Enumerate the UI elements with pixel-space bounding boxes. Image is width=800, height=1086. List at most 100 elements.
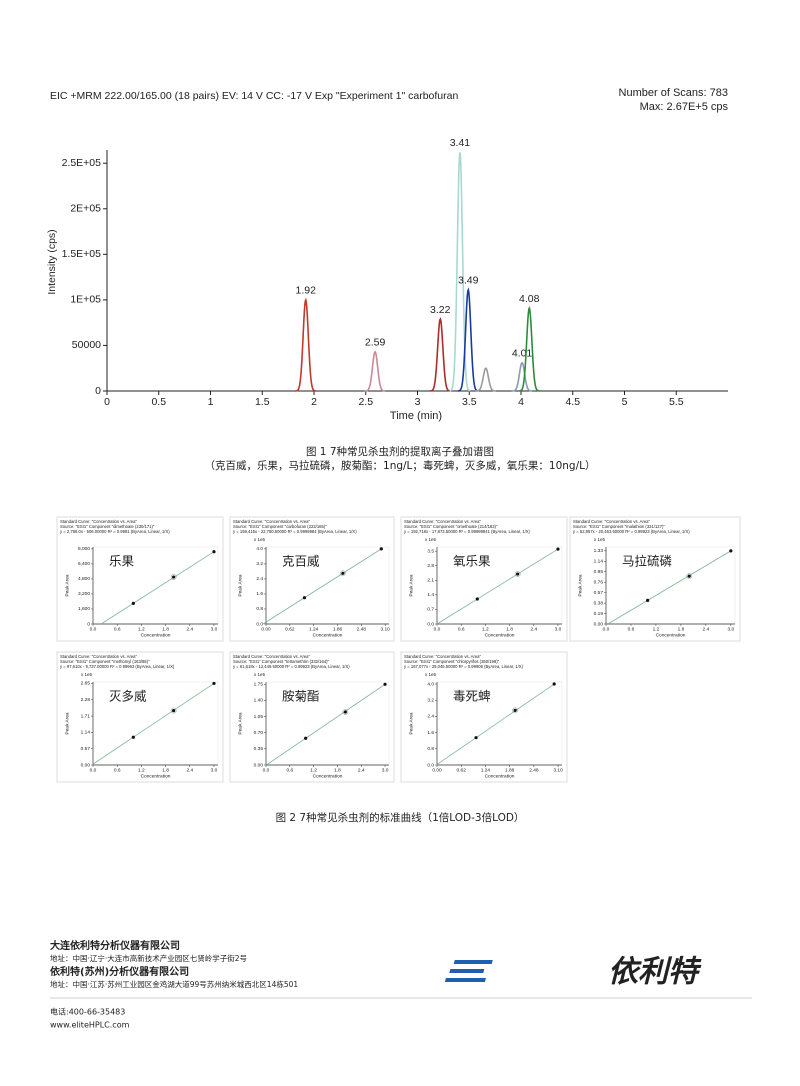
y-tick-label: 0.57 <box>594 590 604 596</box>
x-tick-label: 0.5 <box>151 396 166 408</box>
x-axis-label: Concentration <box>313 632 343 638</box>
x-tick-label: 2.5 <box>358 396 373 408</box>
y-tick-label: 2E+05 <box>70 203 101 215</box>
peak <box>364 350 386 392</box>
data-point <box>687 574 691 578</box>
logo-text: 依利特 <box>608 955 702 990</box>
y-tick-label: 0.70 <box>254 730 264 736</box>
x-axis-label: Concentration <box>485 773 515 779</box>
x-tick-label: 1.2 <box>653 626 660 632</box>
scale-label: x 1e5 <box>254 537 266 542</box>
panel-frame <box>400 516 568 642</box>
phone: 电话:400-66-35483 <box>50 1007 125 1017</box>
y-tick-label: 0.8 <box>256 606 263 612</box>
x-tick-label: 2.4 <box>703 626 710 632</box>
data-point <box>172 709 176 713</box>
panel-header: y = 167,077x - 29,046.50000 R² = 0.99906… <box>404 664 524 669</box>
y-tick-label: 2.4 <box>256 576 263 582</box>
calibration-panel: Standard Curve: "Concentration vs. Area"… <box>56 651 224 783</box>
y-tick-label: 0.7 <box>427 607 434 613</box>
x-tick-label: 0.6 <box>458 626 465 632</box>
calibration-panel: Standard Curve: "Concentration vs. Area"… <box>569 516 741 642</box>
y-tick-label: 1.14 <box>81 730 91 736</box>
calibration-panel: Standard Curve: "Concentration vs. Area"… <box>229 651 395 783</box>
x-tick-label: 2.4 <box>186 626 193 632</box>
max-intensity: Max: 2.67E+5 cps <box>640 101 729 113</box>
x-axis-label: Concentration <box>313 773 343 779</box>
y-tick-label: 0.0 <box>256 621 263 627</box>
y-tick-label: 0.0 <box>427 621 434 627</box>
y-tick-label: 2.8 <box>427 563 434 569</box>
panel-name: 乐果 <box>109 554 135 569</box>
y-axis-label: Intensity (cps) <box>46 229 58 294</box>
panel-header: Source: "ESI1" Component "chlorpyrifos (… <box>404 659 500 664</box>
peak <box>475 367 496 392</box>
y-tick-label: 1.05 <box>254 714 264 720</box>
fit-line <box>266 683 386 766</box>
data-point <box>513 708 517 712</box>
y-tick-label: 1.6 <box>256 591 263 597</box>
x-tick-label: 3.10 <box>380 626 390 632</box>
peak-label: 3.41 <box>450 137 471 149</box>
peak <box>449 152 471 392</box>
x-tick-label: 5.5 <box>669 396 684 408</box>
x-tick-label: 0.0 <box>90 626 97 632</box>
y-tick-label: 0.19 <box>594 611 604 617</box>
y-tick-label: 2.28 <box>81 697 91 703</box>
logo-bar <box>444 978 486 982</box>
fit-line <box>91 683 215 766</box>
y-axis-label: Peak Area <box>408 712 414 734</box>
x-tick-label: 1.24 <box>309 626 319 632</box>
point-ring <box>342 709 349 715</box>
x-axis-label: Concentration <box>141 632 171 638</box>
data-point <box>131 735 135 739</box>
data-point <box>383 682 387 686</box>
scale-label: x 1e5 <box>594 537 606 542</box>
x-tick-label: 0.00 <box>432 767 442 773</box>
chart-header: EIC +MRM 222.00/165.00 (18 pairs) EV: 14… <box>50 90 458 102</box>
data-point <box>304 736 308 740</box>
peak-label: 4.01 <box>512 348 533 360</box>
y-tick-label: 0.00 <box>594 621 604 627</box>
peak <box>295 297 316 392</box>
x-tick-label: 3.0 <box>728 626 735 632</box>
y-tick-label: 4.0 <box>427 681 434 687</box>
y-tick-label: 0 <box>95 385 101 397</box>
y-tick-label: 1.4 <box>427 592 434 598</box>
x-tick-label: 3 <box>415 396 421 408</box>
peak <box>511 361 533 392</box>
logo-bar <box>453 960 493 964</box>
calibration-panel: Standard Curve: "Concentration vs. Area"… <box>400 651 568 783</box>
x-tick-label: 2.4 <box>530 626 537 632</box>
scale-label: x 1e5 <box>425 537 437 542</box>
figure-caption: 图 1 7种常见杀虫剂的提取离子叠加谱图 <box>306 445 494 458</box>
data-point <box>172 575 176 579</box>
x-axis-label: Concentration <box>141 773 171 779</box>
x-tick-label: 1.2 <box>138 767 145 773</box>
y-tick-label: 2.5E+05 <box>62 157 102 169</box>
x-tick-label: 0 <box>104 396 110 408</box>
panel-frame <box>229 651 395 783</box>
x-tick-label: 0.6 <box>628 626 635 632</box>
y-tick-label: 2.85 <box>81 681 91 687</box>
panel-header: y = 192,718x - 17,873.50000 R² = 0.99999… <box>404 529 531 534</box>
data-point <box>552 682 556 686</box>
y-tick-label: 1.5E+05 <box>62 248 102 260</box>
x-tick-label: 1.8 <box>162 626 169 632</box>
x-tick-label: 0.6 <box>286 767 293 773</box>
y-axis-label: Peak Area <box>237 712 243 734</box>
point-ring <box>170 707 177 714</box>
fit-line <box>436 548 559 625</box>
y-tick-label: 3.2 <box>427 697 434 703</box>
x-tick-label: 2.4 <box>186 767 193 773</box>
panel-header: Standard Curve: "Concentration vs. Area" <box>60 654 138 659</box>
x-tick-label: 5 <box>622 396 628 408</box>
fit-line <box>262 548 382 625</box>
point-ring <box>340 570 346 577</box>
x-tick-label: 2.48 <box>357 626 367 632</box>
panel-header: Standard Curve: "Concentration vs. Area" <box>60 519 138 524</box>
x-tick-label: 1.8 <box>506 626 513 632</box>
y-tick-label: 0.76 <box>594 579 604 585</box>
panel-header: y = 52,957x - 20,463.50000 R² = 0.99923 … <box>573 529 690 534</box>
x-tick-label: 0.00 <box>261 626 271 632</box>
